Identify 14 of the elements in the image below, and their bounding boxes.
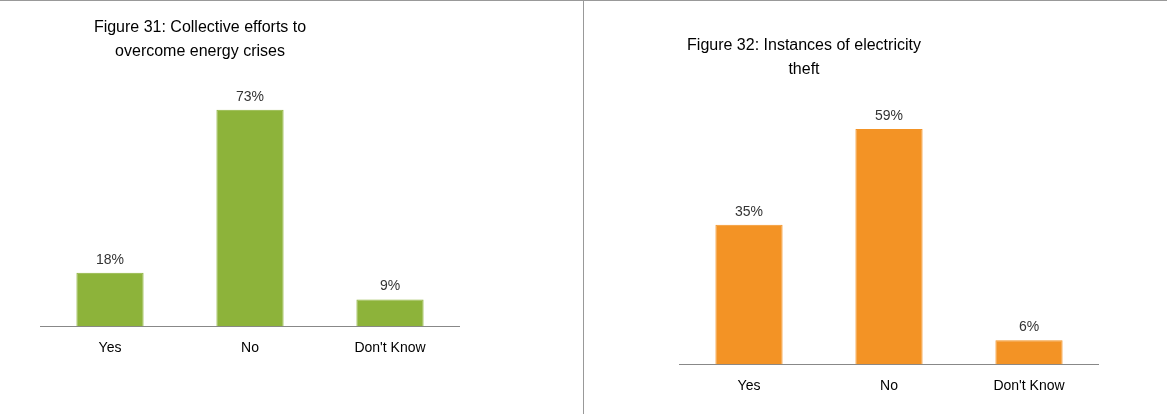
data-label: 35% [734, 202, 764, 219]
chart-title: Figure 32: Instances of electricity theft [686, 35, 922, 79]
x-tick-label: Don't Know [354, 339, 427, 356]
x-tick-label: Yes [98, 339, 122, 356]
x-tick-label: Don't Know [993, 377, 1066, 394]
x-tick-label: No [880, 377, 899, 394]
data-label: 59% [874, 106, 904, 123]
x-tick-label: No [241, 339, 260, 356]
data-label: 6% [1018, 318, 1040, 335]
chart-title: Figure 31: Collective efforts to overcome energy crises [92, 17, 308, 61]
x-tick-label: Yes [737, 377, 761, 394]
data-label: 73% [235, 87, 265, 104]
data-label: 18% [95, 250, 125, 267]
data-label: 9% [379, 277, 401, 294]
